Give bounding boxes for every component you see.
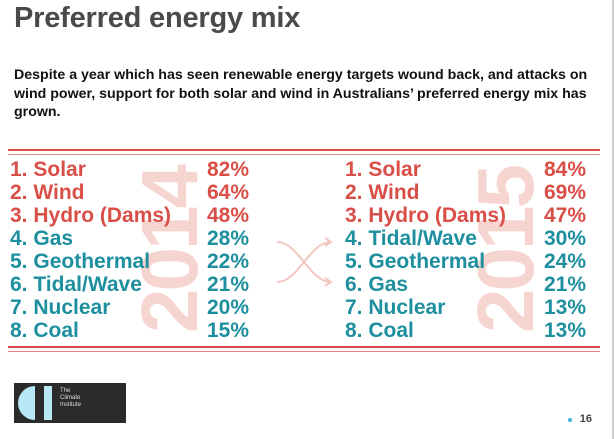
support-percent: 13% — [544, 319, 587, 342]
ranking-list-2014: 1. Solar 82% 2. Wind 64% 3. Hydro (Dams) 48… — [10, 158, 249, 342]
energy-source-name: Tidal/Wave — [33, 273, 142, 296]
logo-bar-icon — [44, 386, 52, 420]
energy-source-name: Coal — [33, 319, 79, 342]
ranking-row-2015: 1. Solar 84% — [345, 158, 586, 181]
energy-source-name: Wind — [368, 181, 420, 204]
support-percent: 82% — [207, 158, 250, 181]
support-percent: 15% — [207, 319, 250, 342]
support-percent: 22% — [207, 250, 250, 273]
energy-source-name: Tidal/Wave — [368, 227, 477, 250]
rank-number: 7. — [10, 296, 28, 319]
energy-source-name: Solar — [368, 158, 421, 181]
page-title: Preferred energy mix — [14, 2, 301, 34]
page-dot-icon — [568, 418, 572, 422]
rank-number: 4. — [10, 227, 28, 250]
energy-source-name: Solar — [33, 158, 86, 181]
support-percent: 69% — [544, 181, 587, 204]
ranking-row-2015: 8. Coal 13% — [345, 319, 586, 342]
ranking-row-2015: 4. Tidal/Wave 30% — [345, 227, 586, 250]
rank-number: 1. — [10, 158, 28, 181]
support-percent: 21% — [207, 273, 250, 296]
ranking-row-2015: 3. Hydro (Dams) 47% — [345, 204, 586, 227]
rank-swap-arrows-icon — [276, 237, 333, 287]
ranking-list-2015: 1. Solar 84% 2. Wind 69% 3. Hydro (Dams) 47… — [345, 158, 586, 342]
support-percent: 21% — [544, 273, 587, 296]
logo-text: The Climate Institute — [60, 388, 81, 409]
ranking-row-2014: 3. Hydro (Dams) 48% — [10, 204, 249, 227]
ranking-row-2014: 6. Tidal/Wave 21% — [10, 273, 249, 296]
top-divider-thin — [8, 154, 600, 155]
energy-source-name: Hydro (Dams) — [33, 204, 172, 227]
support-percent: 24% — [544, 250, 587, 273]
support-percent: 84% — [544, 158, 587, 181]
ranking-row-2015: 5. Geothermal 24% — [345, 250, 586, 273]
rank-number: 5. — [345, 250, 363, 273]
ranking-row-2014: 1. Solar 82% — [10, 158, 249, 181]
climate-institute-logo: The Climate Institute — [14, 383, 126, 423]
energy-source-name: Nuclear — [33, 296, 111, 319]
support-percent: 28% — [207, 227, 250, 250]
page-subtitle: Despite a year which has seen renewable … — [14, 67, 588, 120]
energy-source-name: Gas — [33, 227, 74, 250]
energy-source-name: Wind — [33, 181, 85, 204]
logo-text-line: Climate — [60, 395, 81, 401]
rank-number: 4. — [345, 227, 363, 250]
rank-number: 5. — [10, 250, 28, 273]
bottom-divider — [8, 346, 600, 348]
ranking-row-2015: 6. Gas 21% — [345, 273, 586, 296]
page-number: 16 — [579, 413, 592, 425]
ranking-row-2014: 7. Nuclear 20% — [10, 296, 249, 319]
ranking-row-2015: 7. Nuclear 13% — [345, 296, 586, 319]
logo-text-line: Institute — [60, 402, 82, 408]
logo-text-line: The — [60, 388, 71, 394]
ranking-row-2014: 8. Coal 15% — [10, 319, 249, 342]
energy-source-name: Gas — [368, 273, 409, 296]
rank-number: 6. — [345, 273, 363, 296]
ranking-row-2014: 4. Gas 28% — [10, 227, 249, 250]
rank-number: 2. — [10, 181, 28, 204]
rank-number: 7. — [345, 296, 363, 319]
rank-number: 6. — [10, 273, 28, 296]
support-percent: 20% — [207, 296, 250, 319]
rank-number: 3. — [10, 204, 28, 227]
support-percent: 64% — [207, 181, 250, 204]
support-percent: 47% — [544, 204, 587, 227]
top-divider — [8, 149, 600, 151]
slide-edge — [612, 0, 614, 439]
rank-number: 2. — [345, 181, 363, 204]
support-percent: 13% — [544, 296, 587, 319]
ranking-row-2015: 2. Wind 69% — [345, 181, 586, 204]
rank-number: 3. — [345, 204, 363, 227]
rank-number: 1. — [345, 158, 363, 181]
energy-source-name: Geothermal — [33, 250, 151, 273]
rank-number: 8. — [345, 319, 363, 342]
support-percent: 30% — [544, 227, 587, 250]
rank-number: 8. — [10, 319, 28, 342]
bottom-divider-thin — [8, 351, 600, 352]
support-percent: 48% — [207, 204, 250, 227]
ranking-row-2014: 2. Wind 64% — [10, 181, 249, 204]
ranking-row-2014: 5. Geothermal 22% — [10, 250, 249, 273]
energy-source-name: Coal — [368, 319, 414, 342]
energy-source-name: Hydro (Dams) — [368, 204, 507, 227]
energy-source-name: Geothermal — [368, 250, 486, 273]
energy-source-name: Nuclear — [368, 296, 446, 319]
